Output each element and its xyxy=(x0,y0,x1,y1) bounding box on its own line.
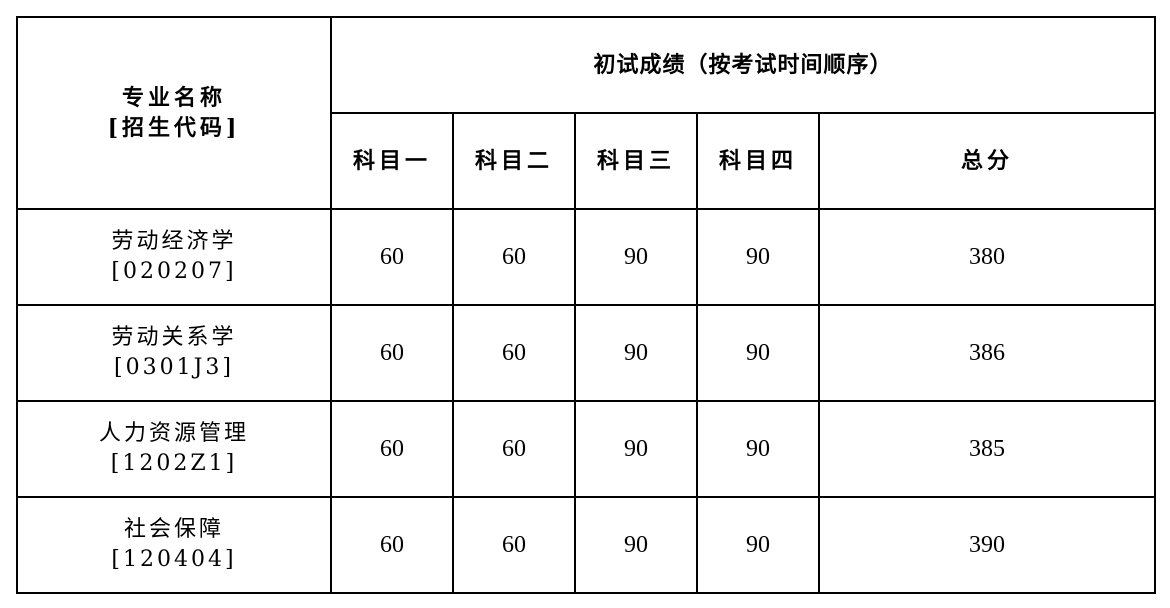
score-cell: 90 xyxy=(574,208,698,306)
major-code: [020207] xyxy=(111,259,237,284)
score-cell: 90 xyxy=(696,496,820,594)
score-cell: 60 xyxy=(452,208,576,306)
score-cell: 90 xyxy=(696,304,820,402)
code-label: [招生代码] xyxy=(107,115,241,141)
major-code: [1202Z1] xyxy=(110,451,238,476)
major-cell: 劳动经济学 [020207] xyxy=(16,208,332,306)
major-name: 人力资源管理 xyxy=(98,421,249,446)
score-cell: 60 xyxy=(452,400,576,498)
table-row: 劳动关系学 [0301J3] 60 60 90 90 386 xyxy=(16,304,1156,402)
score-cell: 90 xyxy=(574,496,698,594)
major-code: [120404] xyxy=(111,547,237,572)
major-name: 社会保障 xyxy=(123,517,224,542)
score-cell: 60 xyxy=(330,208,454,306)
table-row: 人力资源管理 [1202Z1] 60 60 90 90 385 xyxy=(16,400,1156,498)
total-cell: 385 xyxy=(818,400,1156,498)
score-cell: 60 xyxy=(330,400,454,498)
column-header: 科目四 xyxy=(696,112,820,210)
major-header: 专业名称 [招生代码] xyxy=(16,16,332,210)
table-row: 社会保障 [120404] 60 60 90 90 390 xyxy=(16,496,1156,594)
column-header: 科目一 xyxy=(330,112,454,210)
group-title: 初试成绩（按考试时间顺序） xyxy=(330,16,1156,114)
table-row: 劳动经济学 [020207] 60 60 90 90 380 xyxy=(16,208,1156,306)
major-cell: 劳动关系学 [0301J3] xyxy=(16,304,332,402)
score-cell: 60 xyxy=(452,304,576,402)
score-cell: 60 xyxy=(452,496,576,594)
major-label: 专业名称 xyxy=(121,85,226,111)
column-header: 科目三 xyxy=(574,112,698,210)
header-row-2: 科目一 科目二 科目三 科目四 总分 xyxy=(17,112,1156,210)
total-cell: 380 xyxy=(818,208,1156,306)
column-header: 总分 xyxy=(818,112,1156,210)
major-cell: 社会保障 [120404] xyxy=(16,496,332,594)
score-cell: 90 xyxy=(696,208,820,306)
score-cell: 90 xyxy=(574,400,698,498)
major-code: [0301J3] xyxy=(114,355,234,380)
major-name: 劳动关系学 xyxy=(111,325,237,350)
score-cell: 90 xyxy=(574,304,698,402)
score-cell: 60 xyxy=(330,304,454,402)
major-cell: 人力资源管理 [1202Z1] xyxy=(16,400,332,498)
major-name: 劳动经济学 xyxy=(111,229,237,254)
score-cell: 60 xyxy=(330,496,454,594)
header-row-1: 专业名称 [招生代码] 初试成绩（按考试时间顺序） xyxy=(16,16,1156,210)
score-cell: 90 xyxy=(696,400,820,498)
column-header: 科目二 xyxy=(452,112,576,210)
total-cell: 386 xyxy=(818,304,1156,402)
total-cell: 390 xyxy=(818,496,1156,594)
score-table: 专业名称 [招生代码] 初试成绩（按考试时间顺序） 科目一 科目二 科目三 科目… xyxy=(16,16,1156,594)
